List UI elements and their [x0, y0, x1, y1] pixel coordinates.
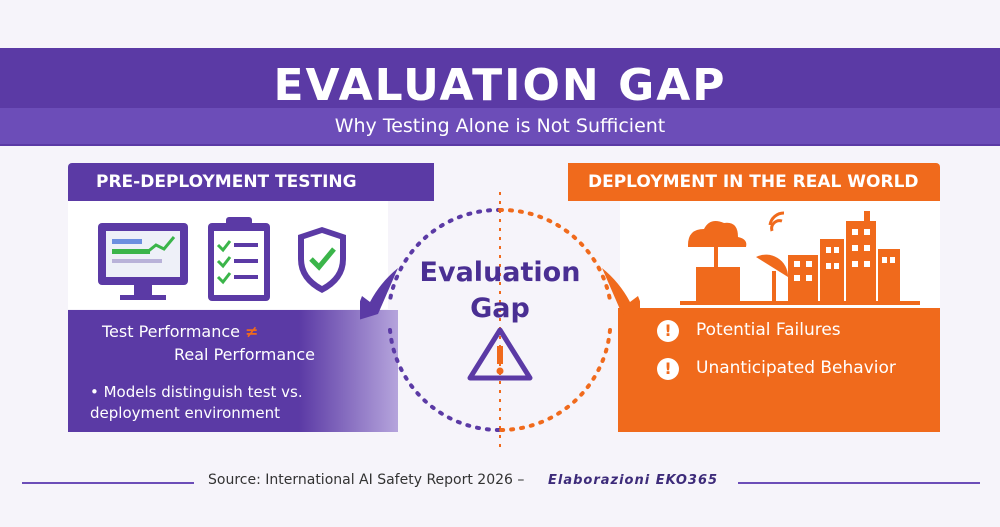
warning-icon: ! [657, 320, 679, 342]
unanticipated-behavior-label: Unanticipated Behavior [696, 358, 896, 378]
gap-warning-icon [467, 327, 533, 381]
evaluation-gap-cycle [360, 190, 640, 450]
city-skyline-icon [680, 211, 920, 305]
potential-failures-label: Potential Failures [696, 320, 841, 340]
deployment-heading-bar: DEPLOYMENT IN THE REAL WORLD [568, 163, 940, 201]
deployment-icon-panel [620, 201, 940, 309]
warning-icon: ! [657, 358, 679, 380]
deployment-heading: DEPLOYMENT IN THE REAL WORLD [588, 172, 919, 192]
pre-deployment-heading-bar: PRE-DEPLOYMENT TESTING [68, 163, 434, 201]
not-equal-icon: ≠ [245, 322, 259, 341]
wifi-icon [768, 211, 785, 226]
evaluation-gap-label: Evaluation Gap [419, 257, 581, 324]
left-arrow-icon [360, 268, 398, 320]
page-title: EVALUATION GAP [273, 60, 727, 111]
page-subtitle: Why Testing Alone is Not Sufficient [334, 115, 666, 137]
footer-credit: Elaborazioni EKO365 [548, 473, 719, 488]
real-performance-label: Real Performance [174, 345, 315, 364]
footer-divider-right [738, 482, 980, 484]
subtitle-bar: Why Testing Alone is Not Sufficient [0, 108, 1000, 144]
clipboard-checklist-icon [208, 217, 270, 301]
cloud-icon [688, 221, 747, 247]
satellite-dish-icon [756, 254, 789, 277]
footer-divider-left [22, 482, 194, 484]
testing-icons [98, 217, 346, 301]
footer-source: Source: International AI Safety Report 2… [208, 472, 525, 488]
monitor-chart-icon [98, 223, 188, 300]
right-arrow-icon [602, 268, 640, 320]
models-bullet: • Models distinguish test vs. deployment… [90, 383, 303, 422]
pre-deployment-heading: PRE-DEPLOYMENT TESTING [96, 172, 357, 192]
pre-deployment-body [68, 310, 398, 432]
shield-check-icon [298, 227, 346, 293]
test-performance-label: Test Performance ≠ [102, 322, 259, 341]
pre-deployment-icon-panel [68, 201, 388, 309]
